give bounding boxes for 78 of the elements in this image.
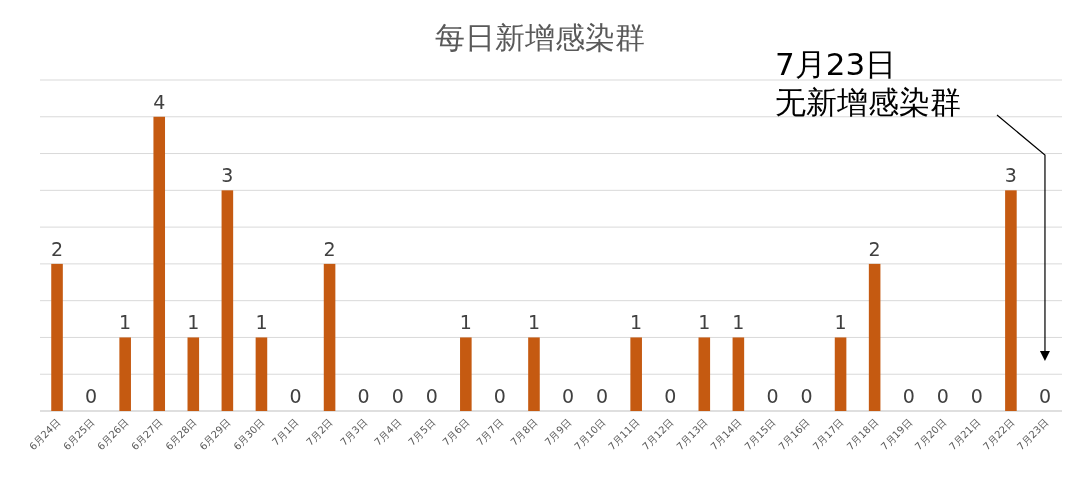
x-tick-label: 7月2日 [304, 416, 335, 448]
bar [834, 337, 847, 411]
data-label: 0 [1038, 385, 1052, 407]
x-tick-label: 6月24日 [27, 416, 63, 453]
data-label: 0 [391, 385, 404, 407]
data-label: 1 [834, 311, 847, 334]
bar [460, 337, 472, 411]
data-label: 1 [459, 311, 472, 334]
x-tick-label: 6月25日 [61, 416, 97, 453]
data-label: 1 [119, 311, 132, 334]
data-label: 0 [766, 385, 779, 407]
bar [255, 337, 268, 411]
data-label: 0 [425, 385, 438, 407]
data-label: 0 [902, 385, 915, 407]
annotation: 无新增感染群 [775, 84, 961, 120]
data-label: 0 [561, 385, 575, 407]
bar [221, 190, 234, 411]
data-label: 1 [630, 311, 643, 334]
bar [153, 116, 166, 411]
x-tick-label: 7月23日 [1014, 416, 1051, 453]
bar [868, 263, 881, 411]
x-tick-label: 6月30日 [231, 416, 267, 453]
bar [323, 263, 336, 411]
data-label: 1 [527, 311, 541, 334]
data-label: 0 [936, 385, 949, 407]
bar [732, 337, 745, 411]
x-tick-label: 7月16日 [776, 416, 812, 453]
x-tick-label: 7月21日 [946, 416, 983, 453]
bar [698, 337, 711, 411]
data-label: 1 [732, 311, 745, 334]
x-tick-label: 7月14日 [708, 416, 744, 453]
x-tick-label: 7月12日 [640, 416, 676, 453]
x-tick-label: 7月13日 [674, 416, 710, 453]
bar [528, 337, 540, 411]
bar [51, 263, 63, 411]
x-tick-label: 7月17日 [810, 416, 846, 453]
bar [187, 337, 200, 411]
data-label: 0 [289, 385, 302, 407]
chart-title: 每日新增感染群 [435, 20, 645, 55]
x-tick-label: 7月10日 [572, 416, 608, 453]
data-label: 1 [187, 311, 200, 334]
data-label: 0 [800, 385, 813, 407]
x-tick-label: 6月26日 [95, 416, 131, 453]
x-tick-label: 7月1日 [269, 416, 301, 448]
x-tick-label: 7月22日 [980, 416, 1017, 453]
bar [630, 337, 642, 411]
x-tick-label: 7月9日 [542, 416, 574, 448]
data-label: 1 [255, 311, 268, 334]
x-tick-label: 7月6日 [440, 416, 472, 448]
data-label: 0 [493, 385, 506, 407]
data-label: 2 [50, 237, 64, 260]
data-label: 2 [868, 237, 881, 260]
data-label: 0 [970, 385, 983, 407]
bar [119, 337, 131, 411]
data-label: 0 [357, 385, 370, 407]
x-tick-label: 7月20日 [912, 416, 949, 453]
x-tick-label: 6月28日 [163, 416, 199, 453]
data-label: 0 [85, 385, 98, 407]
x-tick-label: 7月4日 [372, 416, 404, 448]
x-tick-label: 7月3日 [338, 416, 370, 448]
x-tick-label: 7月5日 [406, 416, 438, 448]
data-label: 3 [221, 164, 234, 187]
x-tick-label: 7月15日 [742, 416, 778, 453]
x-tick-label: 7月18日 [844, 416, 881, 453]
annotation: 7月23日 [775, 46, 897, 82]
data-label: 3 [1004, 164, 1017, 187]
x-tick-label: 6月29日 [197, 416, 233, 453]
x-tick-label: 6月27日 [129, 416, 165, 453]
bar [1005, 190, 1017, 411]
x-tick-label: 7月11日 [606, 416, 642, 453]
x-tick-label: 7月19日 [878, 416, 915, 453]
x-tick-label: 7月8日 [508, 416, 540, 448]
data-label: 1 [698, 311, 711, 334]
data-label: 2 [323, 237, 336, 260]
data-label: 0 [596, 385, 609, 407]
x-tick-label: 7月7日 [474, 416, 506, 448]
data-label: 4 [153, 90, 166, 113]
data-label: 0 [664, 385, 677, 407]
